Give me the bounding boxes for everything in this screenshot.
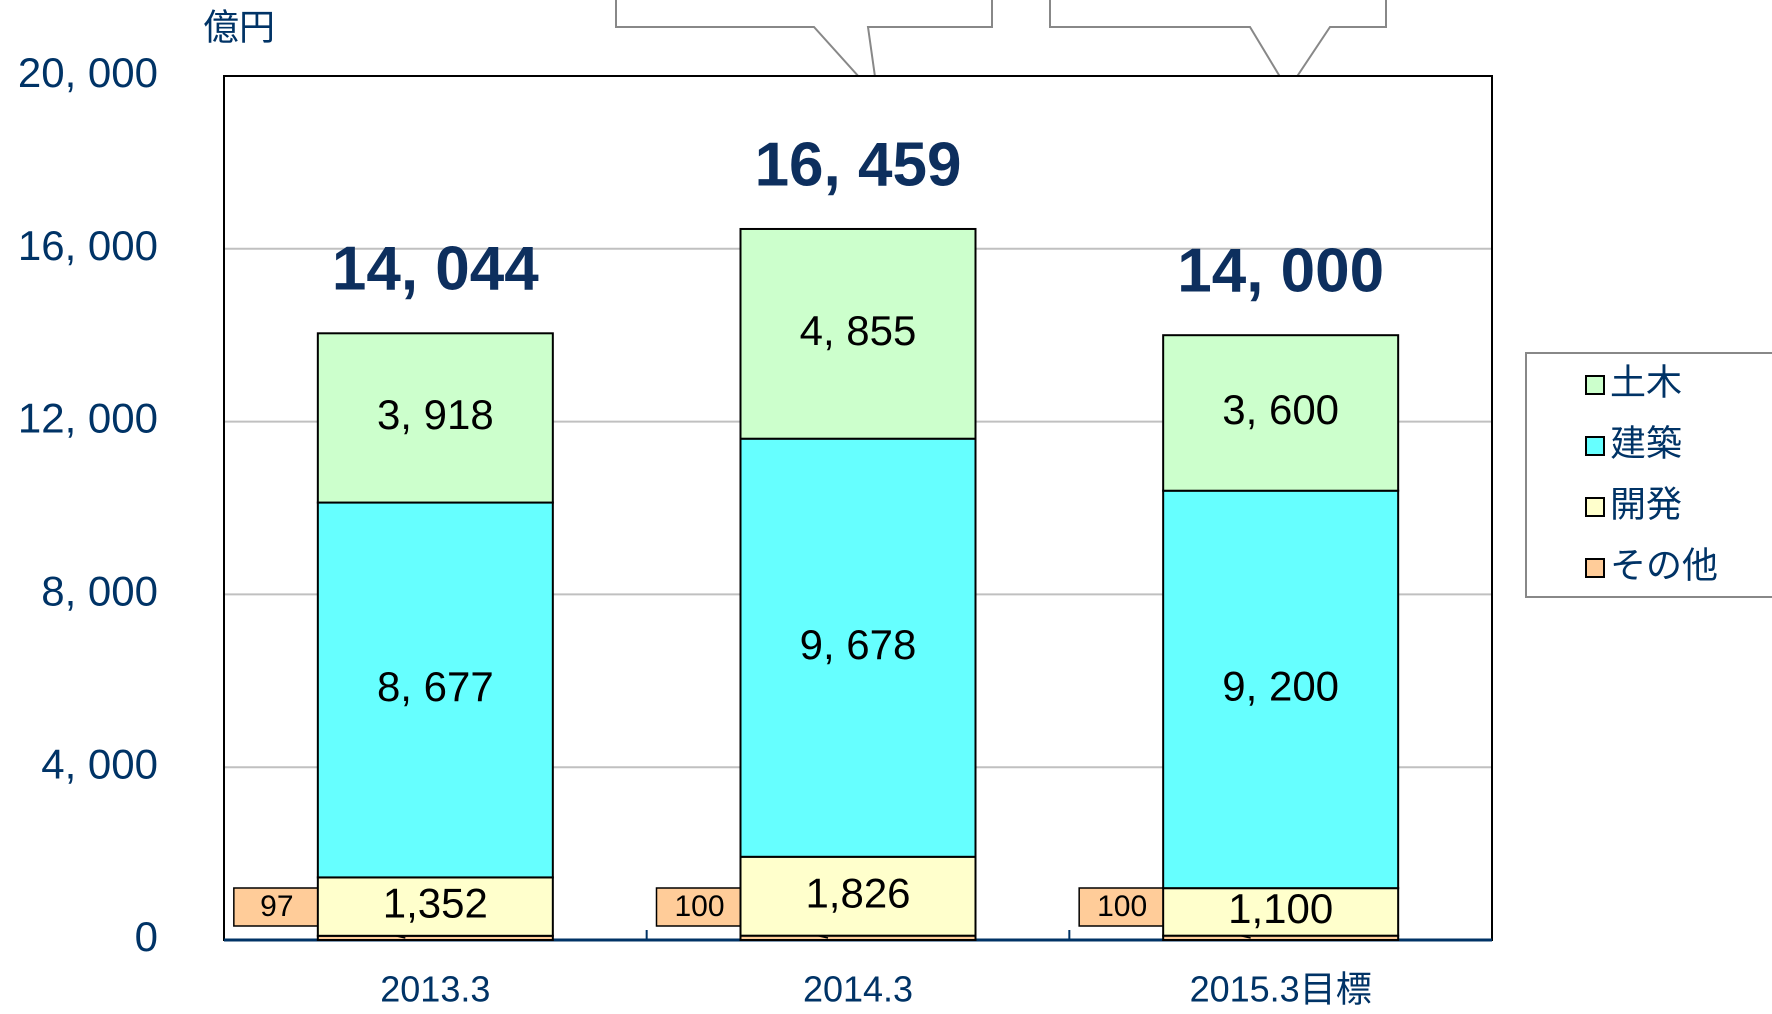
legend-swatch: [1585, 558, 1605, 578]
total-label: 14, 000: [1177, 237, 1384, 306]
bar-segment: [316, 876, 554, 937]
legend-label: その他: [1610, 545, 1718, 586]
legend-label: 土木: [1610, 362, 1682, 403]
y-tick-label: 16, 000: [18, 222, 158, 269]
data-label: 1,100: [1228, 885, 1333, 932]
bar-segment: [316, 501, 554, 879]
y-tick-label: 0: [135, 913, 158, 960]
data-label: 1,352: [383, 880, 488, 927]
unit-label: 億円: [203, 7, 275, 48]
bar-segment: [739, 437, 977, 858]
bar-segment: [316, 332, 554, 504]
y-tick-label: 8, 000: [41, 567, 158, 614]
data-label: 3, 600: [1222, 386, 1339, 433]
x-tick-label: 2013.3: [380, 969, 490, 1010]
bar-segment: [739, 227, 977, 440]
bar-segment: [1162, 489, 1400, 890]
data-label: 9, 678: [800, 621, 917, 668]
x-tick-label: 2015.3目標: [1190, 969, 1372, 1010]
data-label: 100: [674, 890, 724, 923]
legend-box: [1525, 352, 1772, 598]
data-label: 3, 918: [377, 391, 494, 438]
data-label: 100: [1097, 890, 1147, 923]
data-label: 97: [260, 890, 293, 923]
bar-segment: [739, 855, 977, 937]
data-label: 1,826: [805, 869, 910, 916]
y-tick-label: 20, 000: [18, 49, 158, 96]
total-label: 14, 044: [332, 235, 539, 304]
data-label: 8, 677: [377, 663, 494, 710]
data-label: 9, 200: [1222, 663, 1339, 710]
legend-swatch: [1585, 375, 1605, 395]
bar-segment: [1162, 334, 1400, 492]
label-box: [1078, 887, 1166, 927]
label-box: [655, 887, 744, 927]
bar-segment: [1162, 887, 1400, 937]
legend-swatch: [1585, 436, 1605, 456]
total-label: 16, 459: [755, 130, 962, 199]
y-tick-label: 12, 000: [18, 395, 158, 442]
x-tick-label: 2014.3: [803, 969, 913, 1010]
data-label: 4, 855: [800, 307, 917, 354]
legend-label: 建築: [1610, 423, 1682, 464]
y-tick-label: 4, 000: [41, 740, 158, 787]
legend-label: 開発: [1610, 484, 1682, 525]
legend-swatch: [1585, 497, 1605, 517]
